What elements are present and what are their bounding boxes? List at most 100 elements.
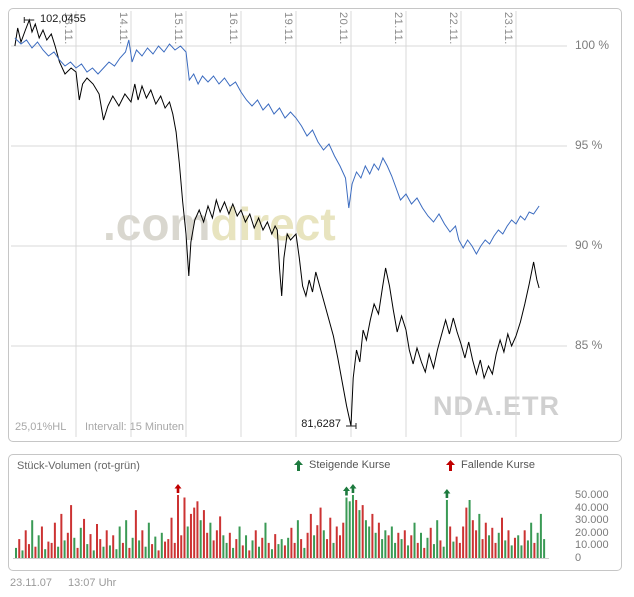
volume-bar [526, 540, 529, 558]
volume-bar [79, 527, 82, 558]
volume-bar [468, 500, 471, 558]
volume-bar [429, 527, 432, 558]
volume-y-axis-label: 40.000 [575, 501, 609, 514]
volume-bar [471, 520, 474, 558]
y-axis-label: 100 % [575, 38, 610, 52]
volume-bar [60, 513, 63, 558]
volume-bar [105, 530, 108, 558]
volume-chart-panel: Stück-Volumen (rot-grün) Steigende Kurse… [8, 454, 622, 571]
volume-bar [332, 542, 335, 558]
volume-bar [118, 526, 121, 558]
volume-bar [189, 513, 192, 558]
volume-bar [523, 530, 526, 558]
volume-bar [92, 550, 95, 558]
volume-bar [296, 520, 299, 558]
volume-bar [232, 547, 235, 558]
volume-bar [371, 513, 374, 558]
volume-bar [293, 542, 296, 558]
x-axis-label: 19.11. [282, 12, 294, 45]
legend-falling: Fallende Kurse [445, 459, 535, 471]
volume-bar [533, 542, 536, 558]
volume-bar [151, 544, 154, 558]
x-axis-label: 15.11. [172, 12, 184, 45]
volume-bar [34, 546, 37, 558]
volume-bar [238, 526, 241, 558]
volume-bar [112, 535, 115, 558]
volume-bar [177, 495, 179, 558]
volume-bar [319, 507, 322, 558]
volume-spike-marker [349, 484, 357, 493]
volume-spike-marker [342, 486, 350, 496]
volume-bar [235, 539, 238, 558]
volume-bar [15, 547, 17, 558]
volume-bar [53, 522, 56, 558]
volume-bar [83, 518, 86, 558]
volume-bar [167, 539, 170, 558]
volume-bar [277, 544, 280, 558]
volume-y-axis-label: 50.000 [575, 489, 609, 501]
volume-bar [432, 544, 435, 558]
volume-bar [40, 526, 43, 558]
x-axis-label: 21.11. [392, 12, 404, 45]
footer-date: 23.11.07 [10, 577, 53, 589]
interval-label: Intervall: 15 Minuten [85, 421, 185, 433]
volume-bar [445, 500, 448, 558]
volume-bar [300, 539, 303, 558]
volume-bar [400, 539, 403, 558]
volume-y-axis-label: 20.000 [575, 526, 609, 539]
volume-bar [164, 541, 167, 558]
volume-bar [413, 522, 416, 558]
volume-bar [267, 542, 270, 558]
volume-bar [141, 530, 144, 558]
volume-bar [228, 532, 231, 558]
volume-bar [416, 542, 419, 558]
volume-bar [173, 542, 176, 558]
volume-bar [465, 507, 468, 558]
volume-bar [70, 505, 73, 558]
volume-bar [108, 545, 111, 558]
volume-bar [377, 522, 380, 558]
volume-bar [423, 547, 426, 558]
volume-bar [381, 539, 384, 558]
volume-bar [89, 534, 92, 558]
volume-bar [134, 510, 137, 558]
volume-bar [73, 537, 76, 558]
volume-bar [364, 520, 367, 558]
footer-time: 13:07 Uhr [68, 577, 117, 589]
volume-bar [458, 542, 461, 558]
volume-bar [351, 495, 354, 558]
volume-bar [420, 532, 422, 558]
volume-bar [507, 530, 510, 558]
y-axis-label: 95 % [575, 138, 603, 152]
volume-bar [287, 537, 290, 558]
volume-bar [186, 526, 189, 558]
legend-rising-label: Steigende Kurse [309, 459, 391, 471]
volume-bar [50, 542, 53, 558]
volume-bar [147, 522, 150, 558]
volume-bar [488, 535, 491, 558]
volume-bar [21, 550, 24, 558]
price-chart-plot [11, 11, 567, 437]
symbol-watermark: NDA.ETR [433, 391, 560, 421]
volume-bar [245, 535, 248, 558]
volume-spike-marker [443, 489, 451, 499]
volume-bar [183, 497, 186, 558]
volume-bar [426, 537, 429, 558]
volume-bar [452, 541, 455, 558]
volume-bar [501, 517, 503, 558]
low-value-label: 81,6287 [301, 418, 341, 430]
x-axis-label: 13.11. [62, 12, 74, 45]
volume-bar [63, 540, 66, 558]
volume-bar [202, 510, 205, 558]
volume-bar [193, 507, 196, 558]
x-axis-label: 20.11. [337, 12, 349, 45]
rising-arrow-icon [294, 459, 303, 471]
volume-bar [449, 526, 452, 558]
volume-bar [264, 522, 267, 558]
volume-bar [241, 545, 244, 558]
high-value-label: 102,0455 [40, 13, 86, 25]
volume-bar [47, 541, 50, 558]
volume-bar [248, 550, 251, 558]
volume-bar [283, 545, 286, 558]
